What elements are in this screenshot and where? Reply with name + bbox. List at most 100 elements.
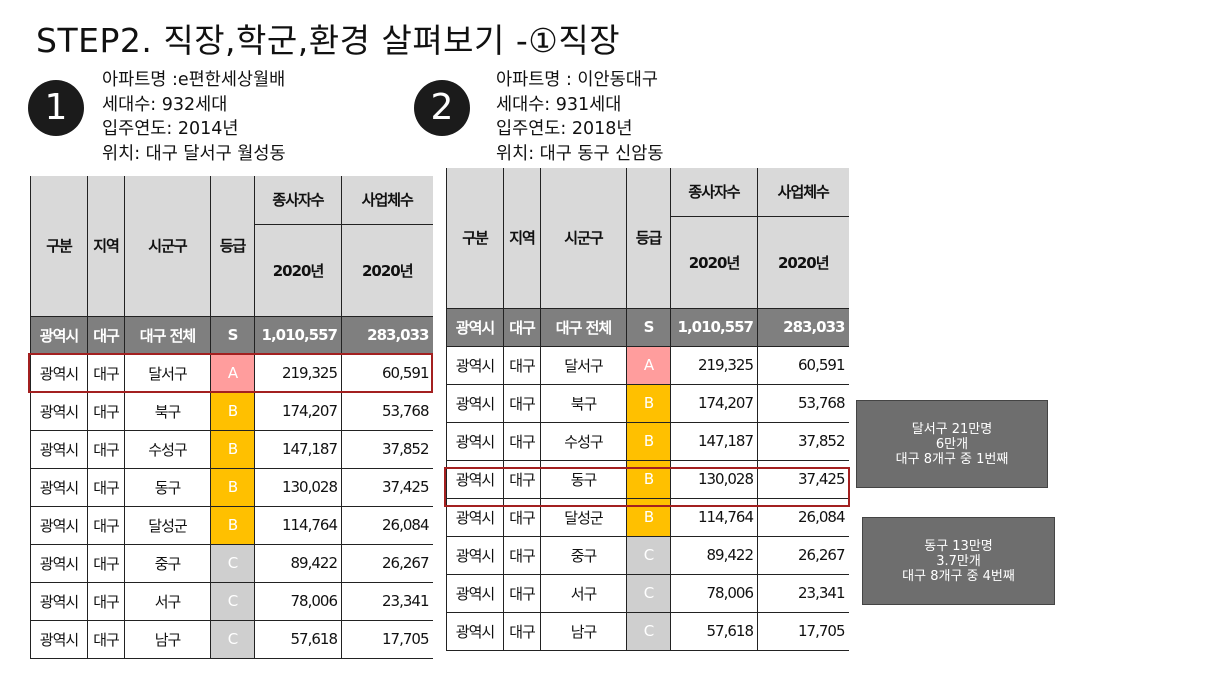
- cell-grade: A: [626, 346, 671, 385]
- note-donggu-line3: 대구 8개구 중 4번째: [902, 568, 1015, 584]
- cell-grade: B: [626, 384, 671, 423]
- cell-category: 광역시: [446, 574, 504, 613]
- cell-businesses: 26,084: [341, 506, 433, 545]
- cell-workers: 1,010,557: [254, 316, 342, 355]
- cell-district: 대구 전체: [540, 308, 627, 347]
- cell-businesses: 60,591: [757, 346, 849, 385]
- cell-businesses: 23,341: [341, 582, 433, 621]
- cell-region: 대구: [503, 536, 541, 575]
- header-category: 구분: [446, 168, 504, 309]
- cell-workers: 147,187: [254, 430, 342, 469]
- cell-workers: 57,618: [254, 620, 342, 659]
- cell-workers: 174,207: [254, 392, 342, 431]
- cell-grade: S: [626, 308, 671, 347]
- cell-category: 광역시: [30, 430, 88, 469]
- cell-category: 광역시: [30, 316, 88, 355]
- header-workers-year: 2020년: [254, 224, 342, 317]
- table-row-total: 광역시 대구 대구 전체 S 1,010,557 283,033: [30, 316, 433, 355]
- employment-table-donggu: 구분 지역 시군구 등급 종사자수 사업체수 2020년 2020년 광역시 대구…: [446, 168, 849, 651]
- cell-businesses: 37,425: [757, 460, 849, 499]
- cell-region: 대구: [503, 384, 541, 423]
- cell-workers: 130,028: [670, 460, 758, 499]
- employment-table-dalseo: 구분 지역 시군구 등급 종사자수 사업체수 2020년 2020년 광역시 대구…: [30, 176, 433, 659]
- cell-grade: C: [626, 612, 671, 651]
- table-row: 광역시 대구 남구 C 57,618 17,705: [30, 620, 433, 659]
- cell-grade: C: [210, 620, 255, 659]
- cell-workers: 219,325: [254, 354, 342, 393]
- cell-businesses: 37,852: [341, 430, 433, 469]
- header-businesses: 사업체수: [341, 176, 433, 225]
- apt1-year: 입주연도: 2014년: [102, 119, 239, 139]
- cell-category: 광역시: [30, 506, 88, 545]
- apt2-location: 위치: 대구 동구 신암동: [496, 143, 664, 164]
- table2-body: 광역시 대구 대구 전체 S 1,010,557 283,033 광역시 대구 달서구 A 219,…: [446, 308, 849, 651]
- apt1-number-badge: 1: [28, 80, 84, 136]
- cell-grade: C: [210, 582, 255, 621]
- cell-region: 대구: [87, 582, 125, 621]
- table-row: 광역시 대구 수성구 B 147,187 37,852: [446, 422, 849, 461]
- table1-body: 광역시 대구 대구 전체 S 1,010,557 283,033 광역시 대구 달서구 A 219,…: [30, 316, 433, 659]
- note-dalseo-line3: 대구 8개구 중 1번째: [895, 451, 1009, 467]
- cell-businesses: 23,341: [757, 574, 849, 613]
- apt2-year: 입주연도: 2018년: [496, 119, 633, 139]
- table-row: 광역시 대구 중구 C 89,422 26,267: [446, 536, 849, 575]
- cell-region: 대구: [87, 620, 125, 659]
- header-workers: 종사자수: [670, 168, 758, 217]
- apt1-info: 아파트명 :e편한세상월배 세대수: 932세대 입주연도: 2014년 위치:…: [102, 68, 286, 166]
- cell-region: 대구: [87, 392, 125, 431]
- table-row: 광역시 대구 서구 C 78,006 23,341: [30, 582, 433, 621]
- cell-grade: C: [210, 544, 255, 583]
- cell-region: 대구: [87, 316, 125, 355]
- header-region: 지역: [503, 168, 541, 309]
- cell-region: 대구: [87, 506, 125, 545]
- cell-grade: C: [626, 536, 671, 575]
- cell-workers: 78,006: [670, 574, 758, 613]
- apt2-name: 아파트명 : 이안동대구: [496, 70, 658, 90]
- cell-region: 대구: [503, 574, 541, 613]
- cell-workers: 114,764: [254, 506, 342, 545]
- cell-region: 대구: [87, 468, 125, 507]
- cell-district: 북구: [540, 384, 627, 423]
- cell-region: 대구: [503, 308, 541, 347]
- cell-district: 달성군: [124, 506, 211, 545]
- table-row: 광역시 대구 서구 C 78,006 23,341: [446, 574, 849, 613]
- table-row: 광역시 대구 북구 B 174,207 53,768: [30, 392, 433, 431]
- apt2-number-badge: 2: [414, 80, 470, 136]
- note-donggu: 동구 13만명 3.7만개 대구 8개구 중 4번째: [862, 517, 1055, 605]
- cell-district: 북구: [124, 392, 211, 431]
- cell-workers: 130,028: [254, 468, 342, 507]
- cell-category: 광역시: [446, 346, 504, 385]
- cell-district: 동구: [124, 468, 211, 507]
- cell-workers: 174,207: [670, 384, 758, 423]
- header-region: 지역: [87, 176, 125, 317]
- header-businesses: 사업체수: [757, 168, 849, 217]
- cell-district: 수성구: [124, 430, 211, 469]
- cell-district: 서구: [124, 582, 211, 621]
- apt2-households: 세대수: 931세대: [496, 94, 622, 115]
- note-donggu-line1: 동구 13만명: [924, 538, 993, 554]
- cell-district: 대구 전체: [124, 316, 211, 355]
- cell-businesses: 26,084: [757, 498, 849, 537]
- cell-region: 대구: [503, 346, 541, 385]
- cell-district: 서구: [540, 574, 627, 613]
- header-workers: 종사자수: [254, 176, 342, 225]
- note-dalseo: 달서구 21만명 6만개 대구 8개구 중 1번째: [856, 400, 1048, 488]
- apt2-info: 아파트명 : 이안동대구 세대수: 931세대 입주연도: 2018년 위치: …: [496, 68, 663, 166]
- apt1-location: 위치: 대구 달서구 월성동: [102, 143, 286, 164]
- table-row-total: 광역시 대구 대구 전체 S 1,010,557 283,033: [446, 308, 849, 347]
- cell-grade: C: [626, 574, 671, 613]
- cell-category: 광역시: [446, 612, 504, 651]
- cell-category: 광역시: [446, 384, 504, 423]
- cell-district: 중구: [540, 536, 627, 575]
- cell-workers: 89,422: [670, 536, 758, 575]
- cell-category: 광역시: [446, 308, 504, 347]
- table-row: 광역시 대구 동구 B 130,028 37,425: [30, 468, 433, 507]
- cell-district: 동구: [540, 460, 627, 499]
- header-grade: 등급: [626, 168, 671, 309]
- cell-region: 대구: [87, 354, 125, 393]
- cell-businesses: 53,768: [757, 384, 849, 423]
- cell-district: 남구: [124, 620, 211, 659]
- cell-grade: A: [210, 354, 255, 393]
- cell-grade: B: [626, 422, 671, 461]
- highlight-donggu-row: [444, 467, 850, 507]
